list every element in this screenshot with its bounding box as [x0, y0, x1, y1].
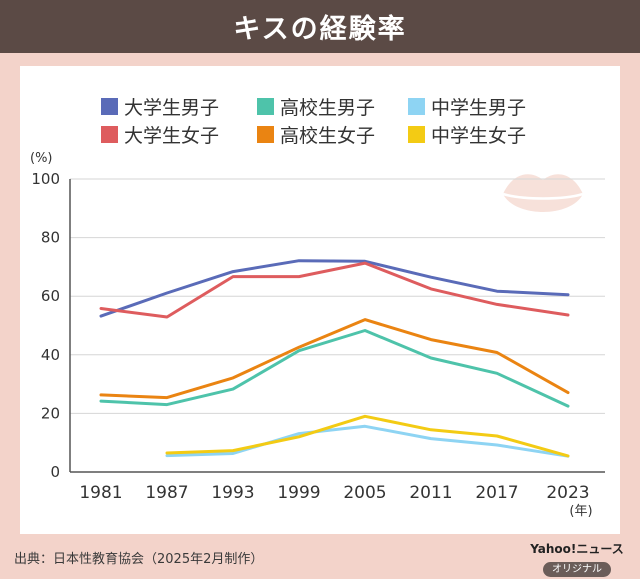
legend-item: 中学生女子	[408, 121, 526, 148]
x-tick-label: 2005	[343, 483, 386, 503]
lips-icon	[502, 174, 584, 212]
legend-swatch	[408, 98, 425, 115]
legend: 大学生男子 高校生男子 中学生男子 大学生女子 高校生女子 中学生女子	[101, 93, 561, 149]
legend-swatch	[408, 126, 425, 143]
series-line	[99, 261, 570, 319]
x-tick-label: 2011	[409, 483, 452, 503]
brand-logo: Yahoo!ニュース オリジナル	[527, 541, 627, 577]
x-tick-label: 1981	[79, 483, 122, 503]
legend-item: 大学生女子	[101, 121, 219, 148]
series-line	[99, 329, 570, 408]
brand-name: Yahoo!ニュース	[530, 542, 624, 556]
x-tick-label: 2017	[475, 483, 518, 503]
legend-swatch	[257, 126, 274, 143]
x-tick-label: 1999	[277, 483, 320, 503]
legend-item: 中学生男子	[408, 93, 526, 120]
series-line	[165, 414, 570, 458]
legend-label: 中学生男子	[431, 97, 527, 119]
y-axis-label: (%)	[30, 151, 53, 166]
legend-label: 大学生女子	[124, 125, 220, 147]
legend-swatch	[257, 98, 274, 115]
series-line	[99, 318, 570, 400]
chart-panel	[20, 66, 620, 534]
y-tick-label: 80	[41, 229, 60, 247]
legend-item: 高校生男子	[257, 93, 375, 120]
legend-item: 高校生女子	[257, 121, 375, 148]
legend-label: 高校生男子	[280, 97, 376, 119]
y-tick-label: 40	[41, 346, 60, 364]
legend-label: 大学生男子	[124, 97, 220, 119]
brand-tag: オリジナル	[543, 562, 611, 577]
legend-item: 大学生男子	[101, 93, 219, 120]
series-line	[165, 424, 570, 458]
legend-label: 中学生女子	[431, 125, 527, 147]
y-tick-label: 60	[41, 287, 60, 305]
y-tick-label: 20	[41, 404, 60, 422]
x-axis-label: (年)	[569, 504, 592, 519]
legend-label: 高校生女子	[280, 125, 376, 147]
x-tick-label: 1993	[211, 483, 254, 503]
x-tick-label: 1987	[145, 483, 188, 503]
source-note: 出典：日本性教育協会（2025年2月制作）	[14, 552, 264, 567]
legend-swatch	[101, 126, 118, 143]
legend-swatch	[101, 98, 118, 115]
y-tick-label: 0	[50, 463, 60, 481]
y-tick-label: 100	[31, 170, 60, 188]
header-title: キスの経験率	[0, 0, 640, 53]
series-line	[99, 259, 570, 318]
x-tick-label: 2023	[546, 483, 589, 503]
